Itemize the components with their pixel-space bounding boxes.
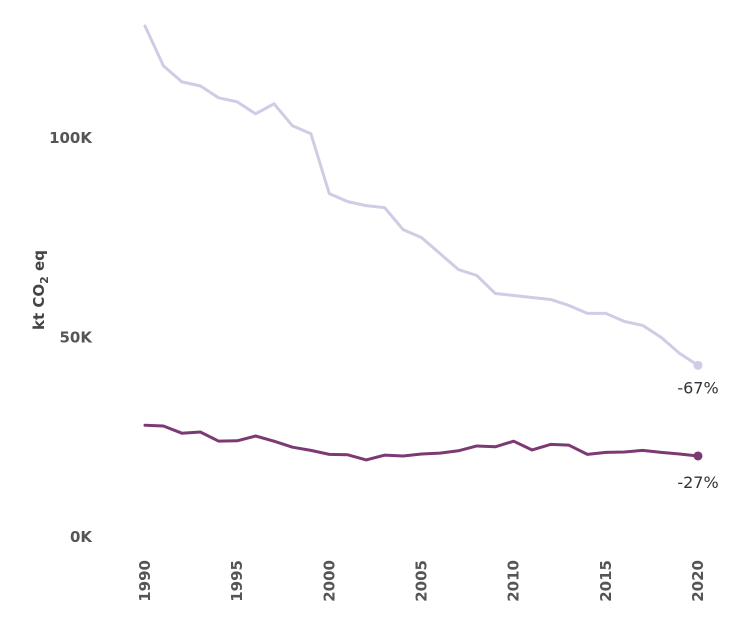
- series-end-point-1: [693, 360, 703, 370]
- x-tick-label: 2010: [505, 560, 523, 602]
- x-tick-label: 2020: [689, 560, 707, 602]
- x-tick-label: 2000: [320, 560, 338, 602]
- x-axis-ticks: 1990 1995 2000 2005 2010 2015 2020: [136, 560, 707, 602]
- series-layer: -67% -27%: [143, 24, 719, 492]
- y-axis-label-subscript: 2: [38, 276, 51, 284]
- series-end-label-1: -67%: [677, 378, 718, 397]
- y-axis-label-prefix: kt CO: [30, 284, 48, 330]
- y-axis-label: kt CO2 eq: [30, 250, 51, 330]
- y-tick-label: 100K: [49, 129, 93, 147]
- y-tick-label: 0K: [70, 528, 93, 546]
- x-tick-label: 1995: [228, 560, 246, 602]
- x-tick-label: 2015: [597, 560, 615, 602]
- series-end-point-2: [693, 451, 703, 461]
- x-tick-label: 2005: [413, 560, 431, 602]
- y-tick-label: 50K: [60, 328, 94, 346]
- series-line-1: [143, 24, 700, 367]
- y-axis-ticks: 0K 50K 100K: [49, 129, 93, 546]
- y-axis-label-suffix: eq: [30, 250, 48, 276]
- x-tick-label: 1990: [136, 560, 154, 602]
- series-line-2: [143, 423, 700, 462]
- series-end-label-2: -27%: [677, 473, 718, 492]
